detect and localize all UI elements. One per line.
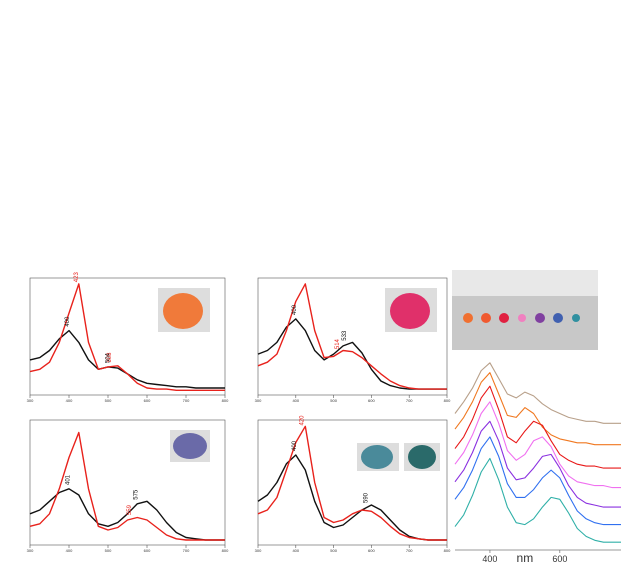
peak-label: 590 — [364, 492, 370, 503]
x-axis-label: nm — [517, 551, 534, 565]
panel: 300 400 500 600 700 800 400 420 590 — [255, 415, 451, 553]
spectrum-line — [455, 363, 621, 424]
peak-label: 575 — [133, 489, 139, 500]
figure: 3004005006007008004004235085043004005006… — [0, 0, 621, 566]
x-tick-label: 400 — [66, 398, 73, 403]
x-tick-label: 500 — [105, 548, 112, 553]
photo-purple — [170, 430, 210, 462]
peak-label: 514 — [335, 338, 341, 349]
x-tick-label: 400 — [292, 398, 299, 403]
x-tick-label: 600 — [368, 548, 375, 553]
x-tick-label: 300 — [255, 548, 262, 553]
x-tick-label: 400 — [482, 554, 497, 564]
spectrum-line — [455, 437, 621, 525]
x-tick-label: 800 — [444, 398, 451, 403]
x-tick-label: 300 — [27, 548, 34, 553]
x-tick-label: 700 — [406, 548, 413, 553]
spectrum-line — [455, 458, 621, 542]
peak-label: 533 — [342, 330, 348, 341]
x-tick-label: 800 — [222, 548, 229, 553]
peak-label: 504 — [106, 352, 112, 363]
peak-label: 423 — [74, 272, 80, 283]
peak-label: 400 — [292, 440, 298, 451]
x-tick-label: 600 — [368, 398, 375, 403]
peak-label: 420 — [299, 415, 305, 426]
x-tick-label: 300 — [27, 398, 34, 403]
x-tick-label: 600 — [144, 548, 151, 553]
x-tick-label: 400 — [66, 548, 73, 553]
photo-green — [357, 443, 440, 471]
peak-label: 401 — [65, 474, 71, 485]
peak-label: 400 — [65, 316, 71, 327]
x-tick-label: 600 — [144, 398, 151, 403]
page: {"chart_data": [ {"type": "line", "xlim"… — [0, 0, 621, 566]
x-tick-label: 500 — [330, 398, 337, 403]
x-tick-label: 600 — [552, 554, 567, 564]
spectrum-line — [455, 386, 621, 468]
photo-vials — [452, 270, 598, 350]
plot-frame — [258, 420, 447, 545]
x-tick-label: 300 — [255, 398, 262, 403]
x-tick-label: 700 — [183, 548, 190, 553]
panel: 400 600 nm — [455, 363, 621, 565]
photo-orange — [158, 288, 210, 332]
x-tick-label: 800 — [222, 398, 229, 403]
spectrum-line — [455, 421, 621, 507]
x-tick-label: 500 — [105, 398, 112, 403]
x-tick-label: 500 — [330, 548, 337, 553]
x-tick-label: 400 — [292, 548, 299, 553]
x-tick-label: 800 — [444, 548, 451, 553]
spectrum-line — [30, 331, 225, 388]
x-tick-label: 700 — [183, 398, 190, 403]
x-tick-label: 700 — [406, 398, 413, 403]
peak-label: 559 — [127, 504, 133, 515]
photo-pink — [385, 288, 437, 332]
peak-label: 400 — [292, 304, 298, 315]
